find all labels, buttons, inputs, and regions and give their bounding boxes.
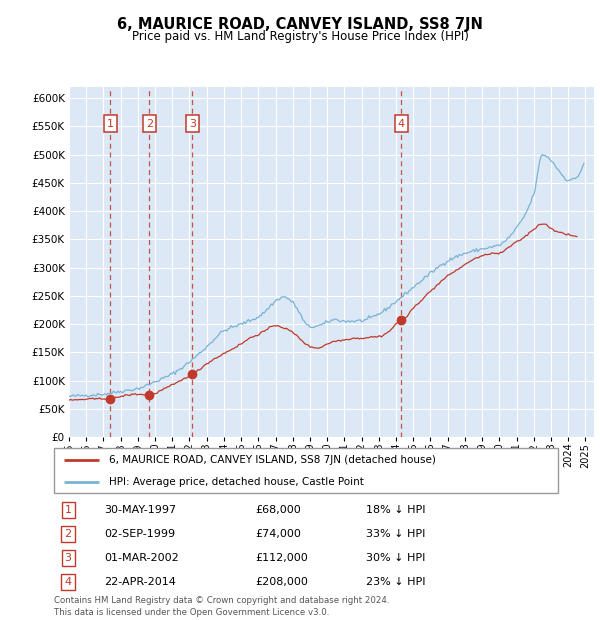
Text: 6, MAURICE ROAD, CANVEY ISLAND, SS8 7JN (detached house): 6, MAURICE ROAD, CANVEY ISLAND, SS8 7JN … [109,455,436,465]
Text: £74,000: £74,000 [256,529,301,539]
Text: HPI: Average price, detached house, Castle Point: HPI: Average price, detached house, Cast… [109,477,364,487]
Text: 1: 1 [107,118,114,128]
Text: Contains HM Land Registry data © Crown copyright and database right 2024.
This d: Contains HM Land Registry data © Crown c… [54,596,389,618]
Text: 3: 3 [65,553,71,563]
Text: £112,000: £112,000 [256,553,308,563]
Text: 6, MAURICE ROAD, CANVEY ISLAND, SS8 7JN: 6, MAURICE ROAD, CANVEY ISLAND, SS8 7JN [117,17,483,32]
Text: 2: 2 [146,118,153,128]
Text: £208,000: £208,000 [256,577,308,587]
Text: 30% ↓ HPI: 30% ↓ HPI [367,553,426,563]
FancyBboxPatch shape [54,448,558,493]
Text: Price paid vs. HM Land Registry's House Price Index (HPI): Price paid vs. HM Land Registry's House … [131,30,469,43]
Text: 22-APR-2014: 22-APR-2014 [104,577,176,587]
Text: 23% ↓ HPI: 23% ↓ HPI [367,577,426,587]
Text: £68,000: £68,000 [256,505,301,515]
Text: 02-SEP-1999: 02-SEP-1999 [104,529,176,539]
Text: 01-MAR-2002: 01-MAR-2002 [104,553,179,563]
Text: 4: 4 [65,577,71,587]
Text: 3: 3 [189,118,196,128]
Text: 4: 4 [398,118,405,128]
Text: 18% ↓ HPI: 18% ↓ HPI [367,505,426,515]
Text: 1: 1 [65,505,71,515]
Text: 33% ↓ HPI: 33% ↓ HPI [367,529,426,539]
Text: 30-MAY-1997: 30-MAY-1997 [104,505,176,515]
Text: 2: 2 [65,529,71,539]
